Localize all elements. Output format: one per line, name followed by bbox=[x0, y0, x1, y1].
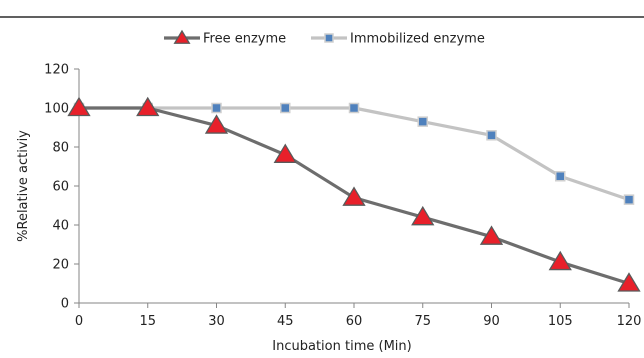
series-line bbox=[79, 106, 630, 202]
data-point bbox=[342, 186, 366, 206]
legend-swatch-marker bbox=[173, 29, 191, 44]
x-tick-label: 60 bbox=[346, 314, 363, 329]
data-point bbox=[417, 116, 428, 127]
y-tick-label: 120 bbox=[44, 63, 69, 78]
y-axis-title: %Relative activiy bbox=[16, 130, 31, 242]
x-tick-label: 15 bbox=[139, 314, 156, 329]
y-tick-label: 20 bbox=[52, 258, 69, 273]
x-axis-title: Incubation time (Min) bbox=[272, 339, 411, 354]
x-tick-label: 0 bbox=[75, 314, 83, 329]
data-point bbox=[411, 205, 435, 226]
data-point bbox=[211, 102, 222, 114]
data-point bbox=[67, 96, 91, 117]
legend-label: Immobilized enzyme bbox=[350, 32, 485, 47]
y-tick-label: 100 bbox=[44, 102, 69, 117]
legend-label: Free enzyme bbox=[203, 32, 286, 47]
x-tick-label: 120 bbox=[617, 314, 642, 329]
x-tick-label: 45 bbox=[277, 314, 294, 329]
legend-item: Free enzyme bbox=[164, 29, 286, 47]
data-point bbox=[623, 194, 635, 205]
data-point bbox=[204, 114, 229, 134]
data-point bbox=[486, 130, 497, 141]
data-point bbox=[617, 272, 641, 292]
data-point bbox=[273, 143, 297, 163]
legend-swatch-marker bbox=[324, 33, 334, 43]
y-tick-label: 40 bbox=[52, 219, 69, 234]
ticks: 0 20 40 60 80 100 120 0 15 30 45 60 75 90 105 120 bbox=[44, 63, 641, 330]
data-point bbox=[348, 102, 360, 114]
series-layer bbox=[67, 96, 641, 292]
y-tick-label: 60 bbox=[52, 180, 69, 195]
y-tick-label: 80 bbox=[52, 141, 69, 156]
data-point bbox=[548, 250, 572, 271]
data-point bbox=[479, 225, 504, 245]
x-tick-label: 75 bbox=[414, 314, 431, 329]
x-tick-label: 105 bbox=[548, 314, 573, 329]
data-point bbox=[280, 102, 291, 114]
series-free-enzyme bbox=[67, 96, 641, 292]
y-tick-label: 0 bbox=[61, 297, 69, 312]
x-tick-label: 90 bbox=[483, 314, 500, 329]
legend: Free enzyme Immobilized enzyme bbox=[164, 29, 485, 47]
legend-item: Immobilized enzyme bbox=[311, 32, 485, 47]
data-point bbox=[136, 96, 160, 117]
data-point bbox=[555, 171, 566, 182]
x-tick-label: 30 bbox=[208, 314, 225, 329]
